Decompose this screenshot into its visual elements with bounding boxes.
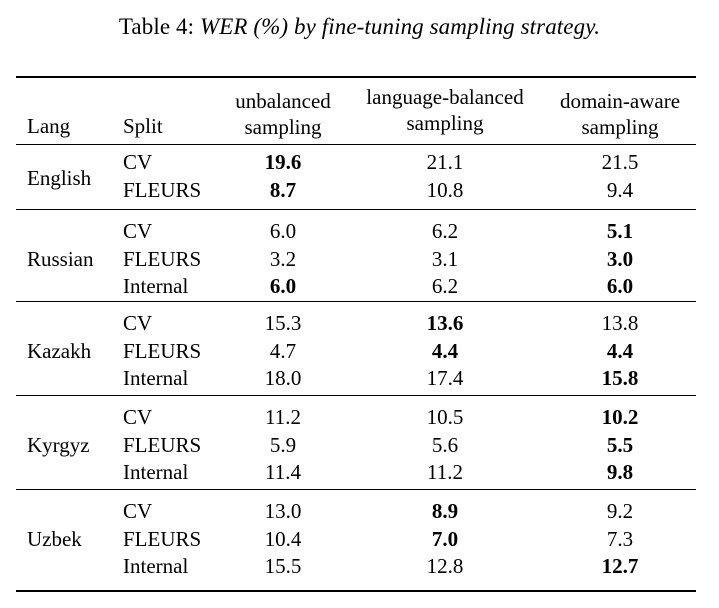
value-cell-unbalanced: 15.3 <box>264 311 302 335</box>
value-cell-domain-aware: 4.4 <box>606 338 634 363</box>
header-split: Split <box>123 114 163 138</box>
value-cell-domain-aware: 12.7 <box>601 554 639 578</box>
split-cell: Internal <box>123 366 189 390</box>
split-cell: CV <box>123 219 153 243</box>
value-cell-language-balanced: 17.4 <box>426 366 464 390</box>
caption-title: WER (%) by fine-tuning sampling strategy… <box>199 14 601 39</box>
caption-label: Table 4: <box>118 14 195 39</box>
value-cell-language-balanced: 12.8 <box>426 554 464 578</box>
value-cell-language-balanced: 13.6 <box>426 311 464 335</box>
value-cell-unbalanced: 6.0 <box>269 274 297 298</box>
value-cell-domain-aware: 7.3 <box>606 526 634 551</box>
value-cell-language-balanced: 21.1 <box>426 150 464 174</box>
group-rule <box>16 489 696 490</box>
header-domain-aware-line1: domain-aware <box>559 89 681 113</box>
split-cell: Internal <box>123 460 189 484</box>
value-cell-domain-aware: 6.0 <box>606 274 634 298</box>
top-rule <box>16 76 696 78</box>
split-cell: CV <box>123 150 153 174</box>
header-unbalanced-line2: sampling <box>244 115 322 139</box>
value-cell-language-balanced: 4.4 <box>431 338 459 363</box>
value-cell-unbalanced: 15.5 <box>264 554 302 578</box>
header-language-balanced-line1: language-balanced <box>366 85 524 109</box>
header-domain-aware-line2: sampling <box>581 115 659 139</box>
value-cell-unbalanced: 19.6 <box>264 150 302 174</box>
value-cell-language-balanced: 8.9 <box>431 499 459 523</box>
split-cell: FLEURS <box>123 177 202 202</box>
split-cell: CV <box>123 405 153 429</box>
value-cell-domain-aware: 15.8 <box>601 366 639 390</box>
split-cell: FLEURS <box>123 526 202 551</box>
value-cell-domain-aware: 13.8 <box>601 311 639 335</box>
split-cell: FLEURS <box>123 432 202 457</box>
header-unbalanced-line1: unbalanced <box>235 89 331 113</box>
header-language-balanced-line2: sampling <box>406 111 484 135</box>
value-cell-domain-aware: 3.0 <box>606 246 634 271</box>
split-cell: Internal <box>123 274 189 298</box>
value-cell-language-balanced: 7.0 <box>431 526 459 551</box>
value-cell-unbalanced: 6.0 <box>269 219 297 243</box>
value-cell-unbalanced: 18.0 <box>264 366 302 390</box>
lang-label: Kyrgyz <box>27 432 90 457</box>
header-lang: Lang <box>27 114 71 138</box>
split-cell: CV <box>123 311 153 335</box>
value-cell-unbalanced: 11.2 <box>265 405 301 429</box>
bottom-rule <box>16 590 696 592</box>
value-cell-domain-aware: 9.2 <box>606 499 634 523</box>
group-rule <box>16 209 696 210</box>
value-cell-domain-aware: 5.1 <box>606 219 634 243</box>
value-cell-language-balanced: 6.2 <box>431 274 459 298</box>
lang-label: Uzbek <box>27 526 82 551</box>
lang-label: Russian <box>27 246 94 271</box>
split-cell: Internal <box>123 554 189 578</box>
split-cell: CV <box>123 499 153 523</box>
lang-label: Kazakh <box>27 338 92 363</box>
value-cell-domain-aware: 10.2 <box>601 405 639 429</box>
value-cell-unbalanced: 8.7 <box>269 177 297 202</box>
group-rule <box>16 301 696 302</box>
split-cell: FLEURS <box>123 246 202 271</box>
value-cell-language-balanced: 6.2 <box>431 219 459 243</box>
value-cell-domain-aware: 9.4 <box>606 177 634 202</box>
value-cell-unbalanced: 11.4 <box>265 460 301 484</box>
value-cell-language-balanced: 10.8 <box>426 177 464 202</box>
lang-label: English <box>27 165 92 190</box>
value-cell-unbalanced: 3.2 <box>269 246 297 271</box>
value-cell-unbalanced: 10.4 <box>264 526 302 551</box>
value-cell-unbalanced: 13.0 <box>264 499 302 523</box>
header-rule <box>16 144 696 145</box>
header-domain-aware: domain-aware sampling <box>560 88 680 140</box>
table-caption: Table 4: WER (%) by fine-tuning sampling… <box>0 14 719 40</box>
value-cell-language-balanced: 5.6 <box>431 432 459 457</box>
value-cell-domain-aware: 5.5 <box>606 432 634 457</box>
value-cell-domain-aware: 21.5 <box>601 150 639 174</box>
value-cell-unbalanced: 5.9 <box>269 432 297 457</box>
value-cell-language-balanced: 11.2 <box>427 460 463 484</box>
group-rule <box>16 395 696 396</box>
header-language-balanced: language-balanced sampling <box>366 84 523 136</box>
value-cell-domain-aware: 9.8 <box>606 460 634 484</box>
split-cell: FLEURS <box>123 338 202 363</box>
value-cell-language-balanced: 10.5 <box>426 405 464 429</box>
header-unbalanced: unbalanced sampling <box>235 88 331 140</box>
value-cell-language-balanced: 3.1 <box>431 246 459 271</box>
value-cell-unbalanced: 4.7 <box>269 338 297 363</box>
